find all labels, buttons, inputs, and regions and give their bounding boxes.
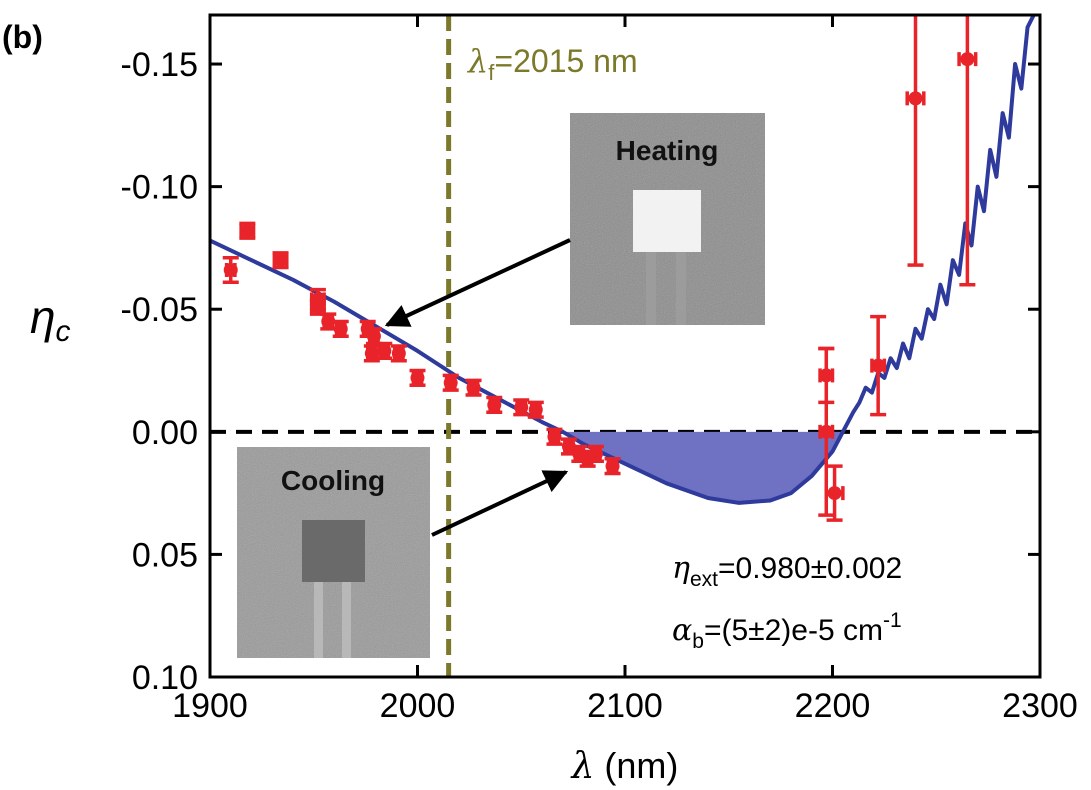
inset-lead <box>646 252 656 325</box>
data-point <box>392 346 406 360</box>
annotation-text: =0.980±0.002 <box>718 552 902 585</box>
data-point <box>274 253 288 267</box>
data-point <box>547 430 561 444</box>
panel-label: (b) <box>2 19 43 55</box>
data-point <box>224 263 238 277</box>
x-tick-label: 2300 <box>1002 687 1078 725</box>
y-tick-label: -0.05 <box>121 291 199 329</box>
data-point <box>240 224 254 238</box>
inset-lead <box>342 582 351 658</box>
data-point <box>819 425 833 439</box>
data-point <box>529 403 543 417</box>
data-point <box>514 400 528 414</box>
data-point <box>960 52 974 66</box>
inset-pad <box>633 190 701 252</box>
data-point <box>487 398 501 412</box>
arrow <box>432 472 566 535</box>
x-label-symbol: λ <box>570 746 595 787</box>
annotation-sub: b <box>692 630 704 653</box>
y-tick-label: 0.00 <box>132 414 198 452</box>
inset-label: Cooling <box>281 465 385 496</box>
data-point <box>828 486 842 500</box>
inset-label: Heating <box>616 135 719 166</box>
data-point <box>606 459 620 473</box>
data-point <box>367 329 381 343</box>
annotation-text: =(5±2)e-5 cm <box>704 614 883 647</box>
x-tick-label: 2100 <box>587 687 663 725</box>
y-tick-label: -0.15 <box>121 46 199 84</box>
annotation-symbol: η <box>672 551 690 586</box>
x-label-unit: (nm) <box>604 745 678 786</box>
data-point <box>311 300 325 314</box>
vline-symbol: λ <box>466 42 488 80</box>
inset-pad <box>302 520 365 582</box>
annotation: αb=(5±2)e-5 cm-1 <box>672 609 902 653</box>
y-label-symbol: η <box>30 291 56 343</box>
data-point <box>377 344 391 358</box>
vline-label: λf=2015 nm <box>466 42 638 85</box>
y-axis-label: ηc <box>30 291 71 348</box>
vline-text: =2015 nm <box>494 43 637 79</box>
data-point <box>467 381 481 395</box>
cooling-inset: Cooling <box>237 447 430 658</box>
data-point <box>909 91 923 105</box>
annotation: ηext=0.980±0.002 <box>672 551 902 591</box>
y-tick-label: 0.05 <box>132 536 198 574</box>
x-tick-label: 2200 <box>795 687 871 725</box>
inset-lead <box>676 252 686 325</box>
heating-inset: Heating <box>570 113 765 325</box>
chart: Heating Cooling (b) ηc λ (nm) λf=2015 nm… <box>0 0 1091 790</box>
x-tick-label: 1900 <box>172 687 248 725</box>
data-point <box>589 447 603 461</box>
annotation-sub: ext <box>690 568 718 591</box>
inset-lead <box>314 582 323 658</box>
shaded-area <box>563 432 843 503</box>
y-label-sub: c <box>56 315 71 348</box>
annotation-sup: -1 <box>883 609 902 632</box>
annotation-symbol: α <box>672 613 692 648</box>
x-axis-label: λ (nm) <box>570 745 679 787</box>
y-tick-label: -0.10 <box>121 169 199 207</box>
arrow <box>387 240 570 325</box>
data-point <box>334 322 348 336</box>
data-point <box>444 376 458 390</box>
data-point <box>871 359 885 373</box>
x-tick-label: 2000 <box>380 687 456 725</box>
data-point <box>411 371 425 385</box>
